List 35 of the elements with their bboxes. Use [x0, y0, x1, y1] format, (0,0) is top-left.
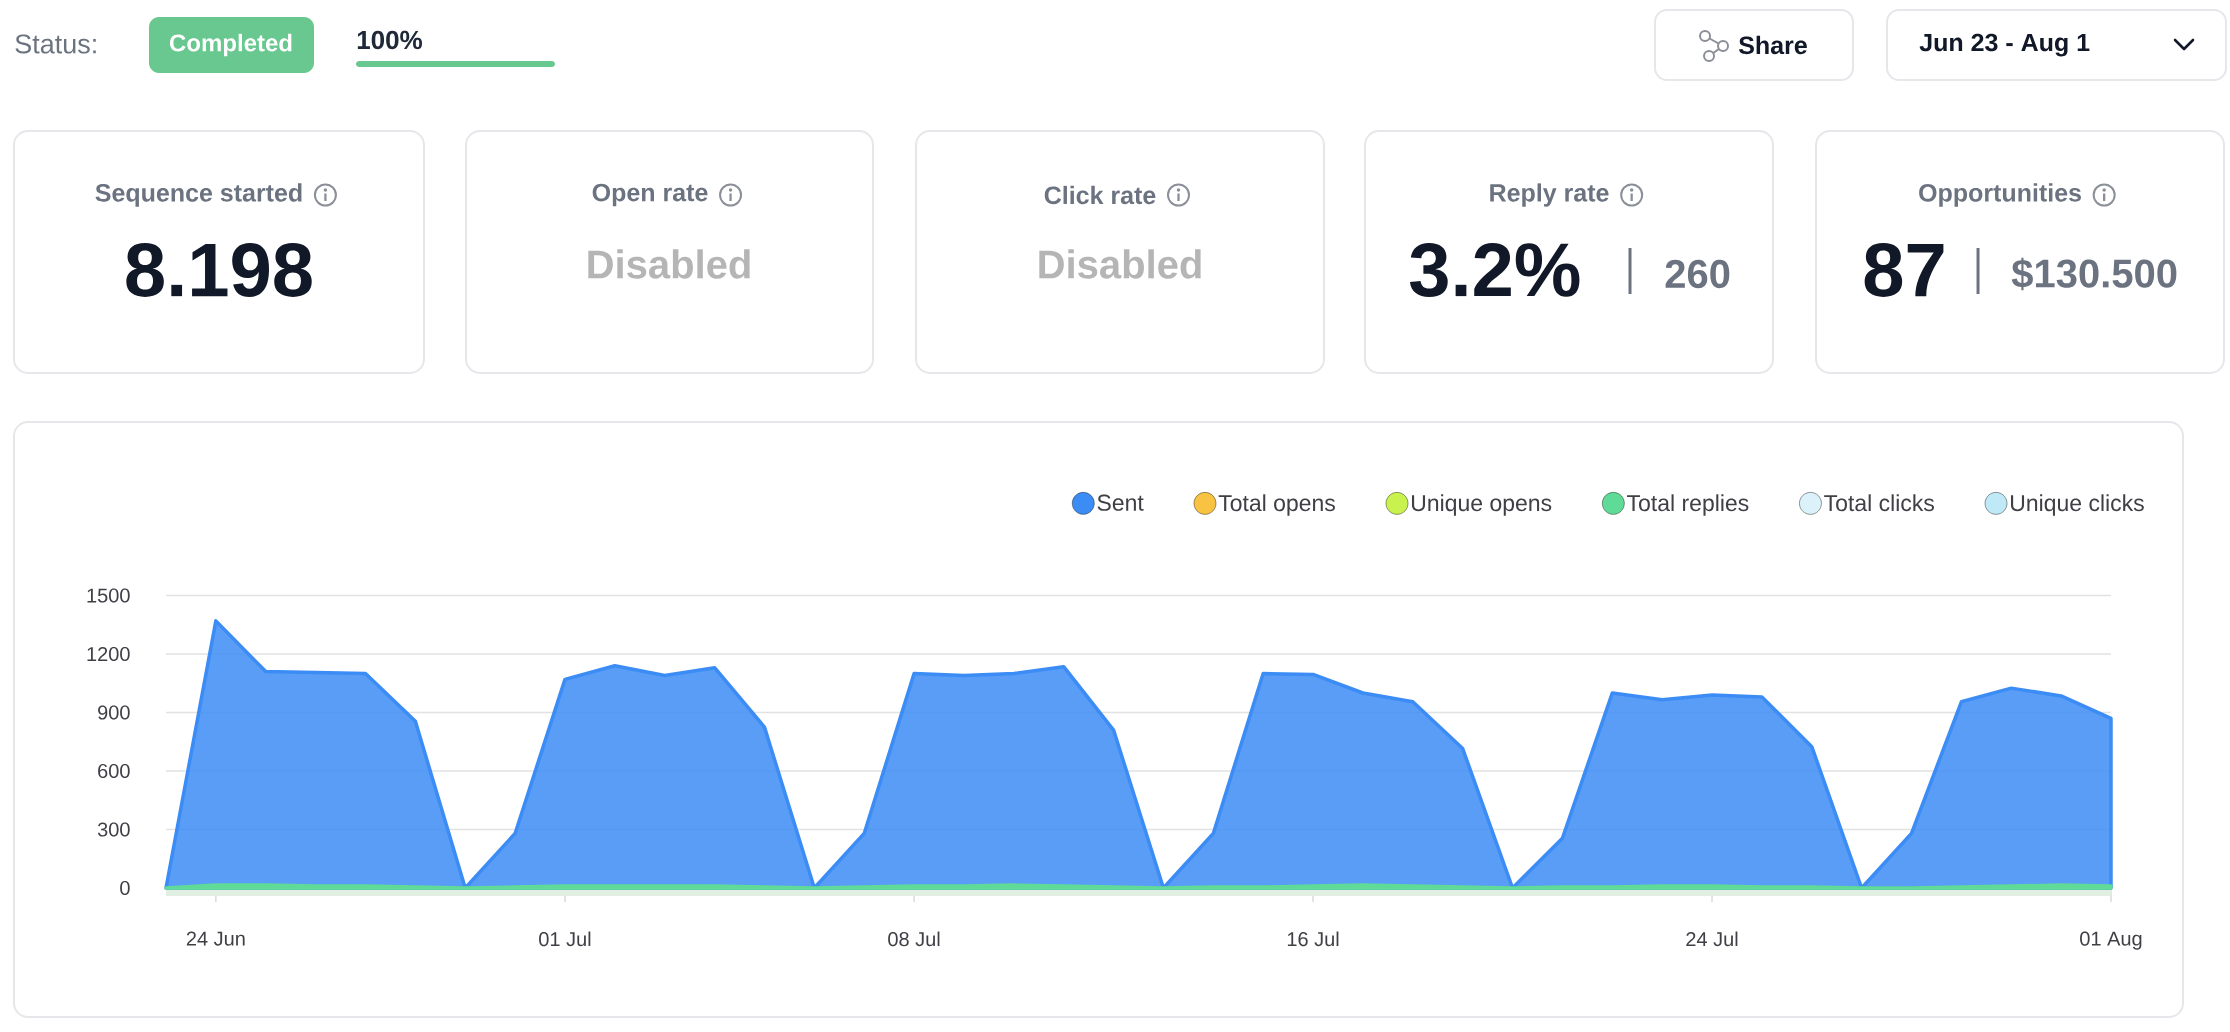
y-tick-label: 900: [98, 705, 130, 720]
x-tick-label: 24 Jun: [186, 931, 245, 946]
legend-label: Total replies: [1627, 494, 1749, 516]
legend-label: Total opens: [1218, 494, 1335, 516]
text: Sequence started: [95, 183, 302, 207]
y-tick-label: 600: [98, 763, 130, 779]
legend-label: Unique opens: [1411, 494, 1552, 516]
text: Share: [1738, 35, 1807, 55]
text: Open rate: [592, 183, 708, 207]
text: Status:: [15, 34, 96, 54]
text: Jun 23 - Aug 1: [1919, 33, 2090, 57]
text: Opportunities: [1919, 183, 2081, 207]
text: 3.2%: [1409, 243, 1580, 297]
text: Disabled: [1039, 249, 1201, 279]
y-tick-label: 300: [97, 822, 130, 837]
x-tick-label: 16 Jul: [1287, 931, 1339, 947]
y-tick-label: 1200: [87, 646, 130, 662]
text: Disabled: [588, 249, 750, 279]
text: Completed: [169, 33, 292, 57]
y-tick-label: 0: [120, 880, 130, 896]
text: 260: [1665, 259, 1730, 289]
text: 100%: [357, 30, 423, 50]
x-tick-label: 01 Jul: [539, 931, 591, 947]
x-tick-label: 01 Aug: [2080, 931, 2142, 950]
x-tick-label: 24 Jul: [1686, 931, 1738, 947]
text: Click rate: [1044, 185, 1156, 205]
legend-label: Total clicks: [1824, 494, 1934, 512]
text: 87: [1864, 243, 1944, 297]
text: 8.198: [126, 243, 312, 297]
y-tick-label: 1500: [87, 588, 130, 603]
text: $130.500: [2011, 257, 2177, 291]
x-tick-label: 08 Jul: [888, 931, 940, 947]
legend-label: Sent: [1097, 494, 1144, 511]
text: Reply rate: [1490, 183, 1609, 207]
legend-label: Unique clicks: [2010, 494, 2144, 516]
